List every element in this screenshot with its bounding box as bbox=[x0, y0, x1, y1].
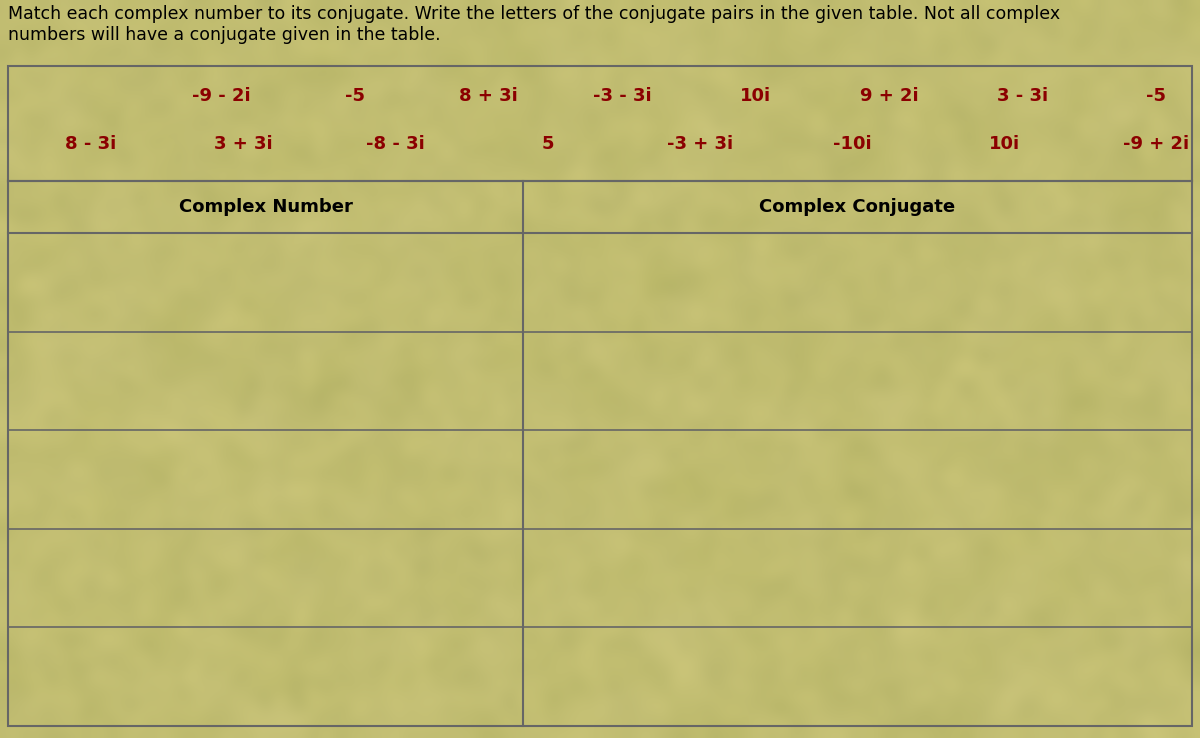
Text: -5: -5 bbox=[344, 87, 365, 105]
Text: 8 - 3i: 8 - 3i bbox=[65, 135, 116, 153]
Text: -9 - 2i: -9 - 2i bbox=[192, 87, 251, 105]
Text: 3 - 3i: 3 - 3i bbox=[997, 87, 1049, 105]
Text: 10i: 10i bbox=[740, 87, 772, 105]
Text: -8 - 3i: -8 - 3i bbox=[366, 135, 425, 153]
Text: Complex Number: Complex Number bbox=[179, 198, 353, 216]
Bar bbox=[8, 66, 1192, 726]
Text: Match each complex number to its conjugate. Write the letters of the conjugate p: Match each complex number to its conjuga… bbox=[8, 5, 1060, 23]
Text: numbers will have a conjugate given in the table.: numbers will have a conjugate given in t… bbox=[8, 26, 440, 44]
Text: -10i: -10i bbox=[833, 135, 871, 153]
Text: 10i: 10i bbox=[989, 135, 1020, 153]
Text: 9 + 2i: 9 + 2i bbox=[860, 87, 918, 105]
Text: -5: -5 bbox=[1146, 87, 1166, 105]
Text: 5: 5 bbox=[541, 135, 554, 153]
Text: 8 + 3i: 8 + 3i bbox=[458, 87, 517, 105]
Text: -9 + 2i: -9 + 2i bbox=[1123, 135, 1189, 153]
Text: -3 - 3i: -3 - 3i bbox=[593, 87, 652, 105]
Text: -3 + 3i: -3 + 3i bbox=[667, 135, 733, 153]
Text: 3 + 3i: 3 + 3i bbox=[214, 135, 272, 153]
Text: Complex Conjugate: Complex Conjugate bbox=[760, 198, 955, 216]
